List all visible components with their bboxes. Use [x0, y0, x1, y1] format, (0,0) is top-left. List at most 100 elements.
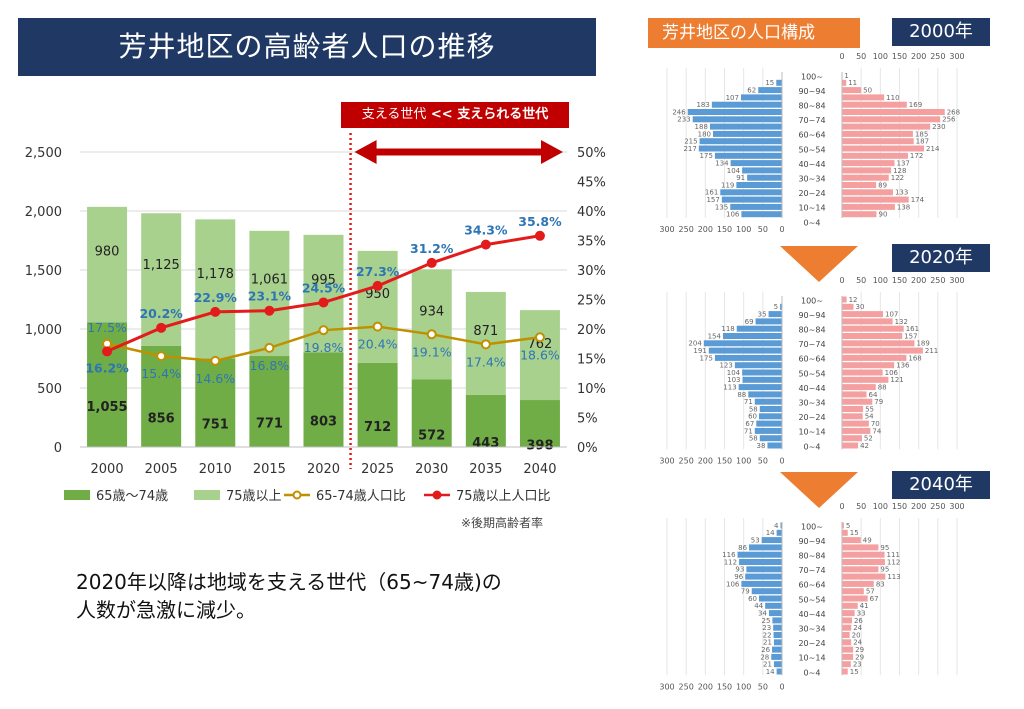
pyramid-female-bar: [842, 369, 883, 376]
pyramid-female-label: 112: [887, 558, 900, 566]
ratio-65-74-point: [156, 351, 167, 362]
summary-line-2: 人数が急激に減少。: [76, 598, 256, 622]
pyramid-male-bar: [734, 362, 782, 369]
pyramid-female-bar: [842, 145, 925, 152]
pyramid-bottom-tick: 100: [736, 456, 751, 465]
bar-75-plus: [87, 206, 128, 323]
y-tick-label: 0: [54, 441, 62, 456]
pyramid-female-label: 83: [876, 580, 885, 588]
support-right-label: 支えられる世代: [457, 107, 549, 122]
pyramid-bottom-tick: 100: [736, 225, 751, 234]
pyramid-bottom-tick: 250: [679, 456, 694, 465]
year-tag-2020: 2020年: [892, 244, 990, 272]
ratio-75-plus-point: [372, 280, 383, 291]
pyramid-female-bar: [842, 544, 879, 551]
range-arrow-head-left: [354, 140, 377, 164]
pyramid-female-label: 95: [880, 544, 889, 552]
pyramid-bottom-tick: 100: [736, 682, 751, 691]
y-tick-label: 1,500: [25, 264, 62, 279]
pyramid-male-label: 104: [727, 167, 741, 175]
ratio-65-74-label: 20.4%: [358, 337, 398, 352]
bar-label-75-plus: 871: [473, 324, 498, 339]
pyramid-male-label: 112: [724, 558, 737, 566]
pyramid-female-label: 64: [869, 391, 878, 399]
ratio-75-plus-point: [210, 306, 221, 317]
pyramid-male-bar: [772, 617, 782, 624]
pyramid-top-tick: 250: [930, 502, 945, 511]
pyramid-male-label: 44: [754, 602, 763, 610]
page-title: 芳井地区の高齢者人口の推移: [18, 18, 596, 76]
pyramid-female-bar: [842, 325, 904, 332]
pyramid-female-bar: [842, 94, 885, 101]
pyramid-female-bar: [842, 138, 914, 145]
pyramid-age-label: 30~34: [798, 399, 825, 408]
pyramid-female-bar: [842, 559, 885, 565]
x-tick-label: 2035: [469, 462, 502, 477]
summary-message: 2020年以降は地域を支える世代（65~74歳)の 人数が急激に減少。: [76, 568, 502, 624]
pyramid-female-label: 169: [909, 101, 922, 109]
pyramid-age-label: 100~: [801, 72, 823, 81]
pyramid-female-label: 121: [890, 376, 903, 384]
y-tick-label: 500: [37, 382, 62, 397]
pyramid-male-bar: [776, 529, 782, 536]
ratio-65-74-point: [534, 332, 545, 343]
pyramid-female-bar: [842, 318, 893, 325]
y-tick-label: 2,000: [25, 205, 62, 220]
bar-label-75-plus: 762: [528, 337, 553, 352]
pyramid-female-bar: [842, 101, 907, 108]
pyramid-bottom-tick: 300: [659, 682, 674, 691]
pyramid-female-bar: [842, 617, 852, 624]
pyramid-male-label: 69: [745, 318, 754, 326]
support-generation-label: 支える世代 << 支えられる世代: [341, 102, 569, 128]
pyramid-female-bar: [842, 130, 913, 137]
pyramid-female-label: 185: [915, 130, 928, 138]
pyramid-female-label: 90: [879, 211, 888, 219]
pyramid-female-label: 15: [850, 668, 859, 676]
pyramid-male-label: 204: [688, 340, 702, 348]
pyramid-male-label: 188: [695, 123, 708, 131]
bar-label-65-74: 398: [526, 439, 553, 454]
pyramid-top-tick: 150: [892, 502, 907, 511]
pyramid-male-label: 135: [715, 203, 728, 211]
pyramid-male-label: 79: [741, 588, 750, 596]
ratio-75-plus-point: [534, 230, 545, 241]
pyramid-male-label: 4: [774, 522, 779, 530]
ratio-75-plus-label: 24.5%: [302, 280, 346, 295]
population-pyramid-2000: 0 50 100 150 200 250 300 300 250 200 150 100 50 0 1 15 1…: [659, 52, 964, 234]
ratio-75-plus-label: 35.8%: [518, 214, 562, 229]
pyramid-female-label: 89: [878, 181, 887, 189]
pyramid-age-label: 10~14: [798, 654, 825, 663]
pyramid-male-bar: [759, 435, 782, 442]
pyramid-male-bar: [739, 559, 782, 565]
pyramid-age-label: 50~54: [798, 145, 825, 154]
pyramid-bottom-tick: 50: [758, 456, 768, 465]
pyramid-female-label: 41: [860, 602, 869, 610]
pyramid-bottom-tick: 200: [698, 456, 713, 465]
x-tick-label: 2025: [361, 462, 394, 477]
pyramid-female-label: 88: [878, 384, 887, 392]
pyramid-male-bar: [745, 573, 782, 580]
pyramid-female-bar: [842, 406, 864, 412]
bar-label-65-74: 1,055: [86, 400, 127, 415]
pyramid-male-label: 21: [763, 639, 772, 647]
pyramid-male-bar: [736, 325, 782, 332]
legend-label: 65-74歳人口比: [316, 489, 406, 504]
pyramid-age-label: 40~44: [798, 384, 825, 393]
legend-swatch: [194, 490, 220, 500]
pyramid-female-label: 122: [891, 174, 904, 182]
x-tick-label: 2040: [523, 462, 556, 477]
pyramid-top-tick: 150: [892, 276, 907, 285]
population-structure-title: 芳井地区の人口構成: [648, 18, 860, 48]
pyramid-top-tick: 300: [949, 502, 964, 511]
pyramid-female-label: 30: [856, 303, 865, 311]
pyramid-female-bar: [842, 566, 879, 573]
bar-65-74: [465, 394, 506, 447]
x-tick-label: 2015: [253, 462, 286, 477]
bar-label-75-plus: 950: [365, 287, 390, 302]
pyramid-male-label: 233: [677, 116, 690, 124]
pyramid-age-label: 0~4: [804, 668, 821, 677]
ratio-75-plus-label: 20.2%: [139, 306, 183, 321]
ratio-65-74-point: [318, 325, 329, 336]
pyramid-male-bar: [754, 427, 782, 434]
pyramid-bottom-tick: 300: [659, 225, 674, 234]
